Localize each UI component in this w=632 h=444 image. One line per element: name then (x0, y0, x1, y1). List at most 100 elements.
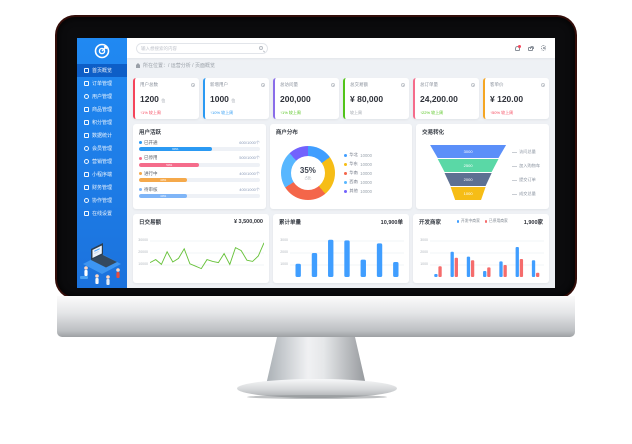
collab-icon (84, 198, 89, 203)
bell-icon[interactable] (514, 44, 521, 51)
lock-icon[interactable] (527, 45, 534, 51)
notification-badge (517, 44, 521, 48)
y-axis: 3000 2000 1000 (275, 229, 290, 284)
card-title: 开发商家 (419, 219, 442, 226)
y-tick: 10000 (138, 261, 148, 266)
gear-icon[interactable] (540, 45, 546, 51)
progress-row: 待审核 400/1000个 40% (139, 187, 260, 199)
mini-legend-dot (456, 220, 460, 223)
sidebar-item[interactable]: 在线设置 (77, 207, 127, 220)
plot-area (290, 229, 404, 284)
kpi-label: 总订单量 (420, 82, 438, 87)
plot-area (430, 229, 544, 284)
sidebar-illustration (80, 243, 121, 285)
sidebar-item[interactable]: 营销管理 (77, 155, 127, 168)
sidebar-item[interactable]: 积分管理 (77, 116, 127, 129)
mini-legend-dot (484, 220, 488, 223)
plot-area (150, 229, 264, 284)
legend-value: 10000 (360, 152, 372, 158)
sidebar-item[interactable]: 财务管理 (77, 181, 127, 194)
donut-center: 35% 占比 (290, 156, 325, 191)
order-icon (84, 81, 89, 86)
sidebar: 首页概览 订单管理 用户管理 商品管理 积分管理 数据统计 会员管理 营销管理 … (77, 38, 127, 288)
kpi-change: ↑22% 较上周 (420, 109, 444, 115)
sidebar-item[interactable]: 协作管理 (77, 194, 127, 207)
funnel-label: 加入购物车 (512, 159, 540, 173)
search-input[interactable] (141, 45, 259, 51)
sidebar-item[interactable]: 首页概览 (77, 64, 127, 77)
kpi-value: 200,000 (280, 93, 311, 104)
kpi-change: ↑1% 较上周 (280, 109, 301, 115)
online-settings-icon (84, 211, 89, 216)
progress-fill: 60% (139, 147, 212, 152)
progress-track: 60% (139, 147, 260, 152)
dash (512, 179, 518, 181)
home-icon (84, 68, 89, 73)
user-activity-card: 用户活跃 已开通 600/1000个 60% 已停用 500/1000个 50% 进… (133, 123, 266, 209)
kpi-row: 用户总数 1200 位 ↑1% 较上周 新增用户 1000 位 ↑10% 较上周… (133, 78, 549, 119)
sidebar-item[interactable]: 会员管理 (77, 142, 127, 155)
card-title: 日交易额 (139, 219, 162, 226)
legend-item: 华东 10000 (343, 161, 372, 167)
progress-track: 40% (139, 194, 260, 199)
marketing-icon (84, 159, 89, 164)
sidebar-item-label: 首页概览 (92, 68, 113, 74)
progress-row: 已停用 500/1000个 50% (139, 155, 260, 167)
legend-dot (343, 189, 347, 193)
sidebar-menu: 首页概览 订单管理 用户管理 商品管理 积分管理 数据统计 会员管理 营销管理 … (77, 64, 127, 220)
sidebar-item[interactable]: 小程序端 (77, 168, 127, 181)
progress-value: 400/1000个 (239, 186, 260, 192)
y-tick: 3000 (420, 237, 428, 242)
bottom-row: 日交易额 ¥ 3,500,000 30000 20000 10000 累计单量 10 (133, 213, 549, 284)
search-box[interactable] (136, 42, 268, 54)
dash (512, 151, 518, 153)
y-tick: 2000 (420, 249, 428, 254)
sidebar-item[interactable]: 订单管理 (77, 77, 127, 90)
topbar (127, 38, 555, 58)
donut-center-value: 35% (299, 165, 316, 175)
progress-label: 进行中 (144, 170, 158, 176)
sidebar-item[interactable]: 商品管理 (77, 103, 127, 116)
kpi-value: ¥ 120.00 (490, 93, 524, 104)
card-title: 商户分布 (275, 129, 298, 136)
merchants-bar-svg (430, 240, 544, 277)
daily-line-svg (150, 240, 264, 269)
legend-label: 西南 (349, 179, 358, 185)
info-icon[interactable] (540, 82, 545, 88)
kpi-value: 24,200.00 (420, 93, 458, 104)
donut-chart: 35% 占比 华北 10000 华东 10000 华南 10000 西南 10000 其… (270, 138, 412, 209)
info-icon[interactable] (470, 82, 475, 88)
app-logo[interactable] (77, 38, 127, 64)
legend-dot (343, 162, 347, 166)
middle-row: 用户活跃 已开通 600/1000个 60% 已停用 500/1000个 50% 进… (133, 123, 550, 209)
legend-value: 10000 (360, 179, 372, 185)
sidebar-item-label: 用户管理 (92, 94, 113, 100)
line-chart: 30000 20000 10000 (133, 228, 269, 284)
donut-ring: 35% 占比 (280, 146, 335, 201)
search-icon[interactable] (259, 46, 263, 50)
info-icon[interactable] (190, 82, 195, 88)
info-icon[interactable] (260, 82, 265, 88)
breadcrumb-text: 所在位置：/ 运营分析 / 页面概览 (143, 63, 215, 69)
card-title: 累计单量 (279, 219, 302, 226)
kpi-card: 总订单量 24,200.00 ↑22% 较上周 (413, 78, 479, 119)
kpi-value: 1200 (140, 93, 159, 104)
sidebar-item[interactable]: 用户管理 (77, 90, 127, 103)
monitor-stand-base (237, 379, 397, 398)
kpi-change: ↑10% 较上周 (210, 109, 234, 115)
progress-label: 已开通 (144, 139, 158, 145)
legend-value: 10000 (360, 170, 372, 176)
funnel-label: 提交订单 (512, 173, 540, 187)
card-title: 交易转化 (422, 129, 445, 136)
info-icon[interactable] (400, 82, 405, 88)
progress-row: 进行中 400/1000个 40% (139, 171, 260, 183)
bar-chart: 3000 2000 1000 (273, 228, 409, 284)
progress-fill: 40% (139, 194, 188, 199)
grouped-bar-chart: 3000 2000 1000 (413, 228, 549, 284)
user-icon (84, 94, 89, 99)
sidebar-item-label: 会员管理 (92, 146, 113, 152)
legend-label: 华东 (349, 161, 358, 167)
info-icon[interactable] (330, 82, 335, 88)
funnel-label: 访问总量 (512, 145, 540, 159)
sidebar-item[interactable]: 数据统计 (77, 129, 127, 142)
